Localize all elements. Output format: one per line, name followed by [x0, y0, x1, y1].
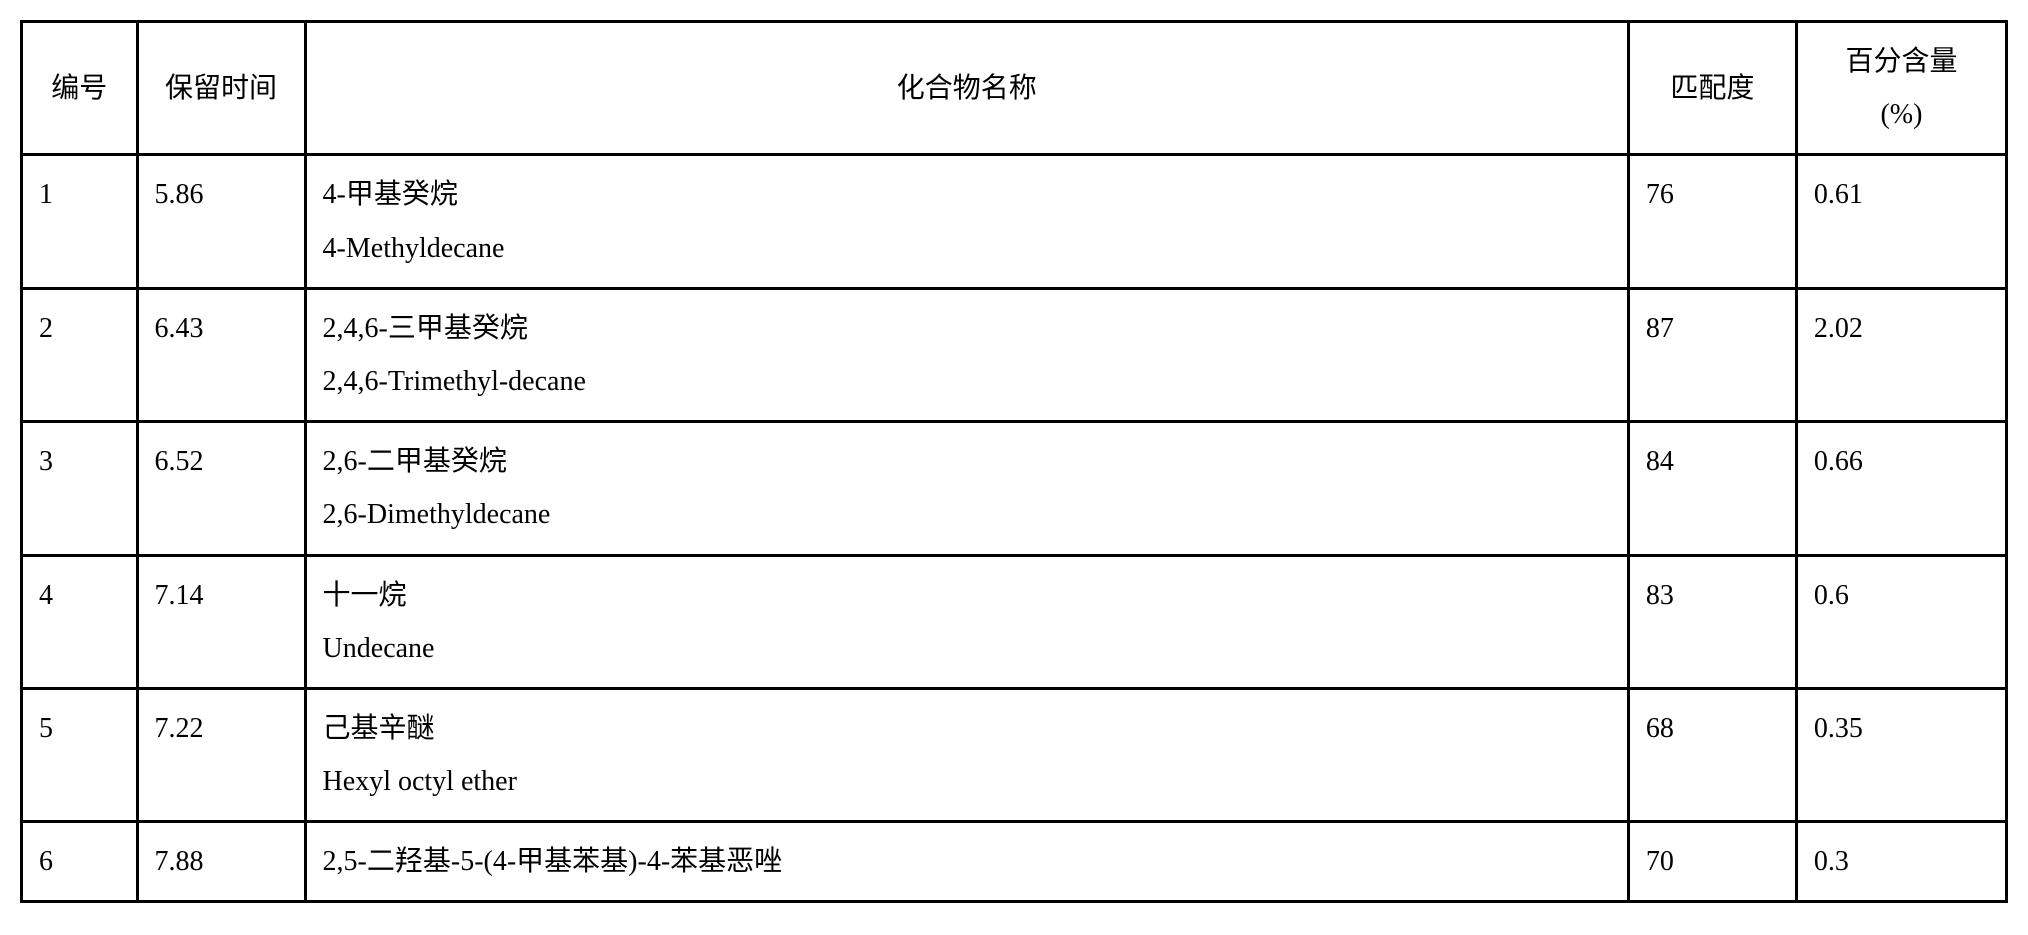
compound-name-cn: 2,6-二甲基癸烷 [323, 435, 1611, 488]
cell-match: 70 [1628, 822, 1796, 902]
col-header-num: 编号 [22, 22, 138, 155]
cell-rt: 7.14 [137, 555, 305, 688]
compound-name-en: 4-Methyldecane [323, 222, 1611, 275]
cell-pct: 0.61 [1796, 155, 2006, 288]
cell-num: 6 [22, 822, 138, 902]
cell-compound-name: 2,4,6-三甲基癸烷2,4,6-Trimethyl-decane [305, 288, 1628, 421]
cell-pct: 0.35 [1796, 688, 2006, 821]
cell-match: 83 [1628, 555, 1796, 688]
cell-pct: 2.02 [1796, 288, 2006, 421]
col-header-match: 匹配度 [1628, 22, 1796, 155]
col-header-num-label: 编号 [51, 73, 107, 104]
compound-name-cn: 2,5-二羟基-5-(4-甲基苯基)-4-苯基恶唑 [323, 835, 1611, 888]
cell-num: 3 [22, 422, 138, 555]
col-header-pct-label2: (%) [1814, 88, 1989, 141]
table-header-row: 编号 保留时间 化合物名称 匹配度 百分含量 (%) [22, 22, 2007, 155]
cell-compound-name: 2,6-二甲基癸烷2,6-Dimethyldecane [305, 422, 1628, 555]
compound-name-cn: 4-甲基癸烷 [323, 168, 1611, 221]
table-row: 67.88 2,5-二羟基-5-(4-甲基苯基)-4-苯基恶唑 700.3 [22, 822, 2007, 902]
cell-match: 76 [1628, 155, 1796, 288]
col-header-name: 化合物名称 [305, 22, 1628, 155]
col-header-rt-label: 保留时间 [165, 73, 277, 104]
compound-name-en: 2,6-Dimethyldecane [323, 488, 1611, 541]
compound-name-en: Hexyl octyl ether [323, 755, 1611, 808]
cell-compound-name: 4-甲基癸烷4-Methyldecane [305, 155, 1628, 288]
cell-rt: 6.52 [137, 422, 305, 555]
table-body: 15.864-甲基癸烷4-Methyldecane760.6126.432,4,… [22, 155, 2007, 902]
cell-num: 4 [22, 555, 138, 688]
cell-rt: 7.22 [137, 688, 305, 821]
cell-rt: 7.88 [137, 822, 305, 902]
col-header-pct-label1: 百分含量 [1814, 35, 1989, 88]
table-row: 36.522,6-二甲基癸烷2,6-Dimethyldecane840.66 [22, 422, 2007, 555]
compound-name-en: 2,4,6-Trimethyl-decane [323, 355, 1611, 408]
compound-name-en: Undecane [323, 622, 1611, 675]
cell-pct: 0.6 [1796, 555, 2006, 688]
col-header-match-label: 匹配度 [1670, 73, 1754, 104]
compound-name-cn: 2,4,6-三甲基癸烷 [323, 302, 1611, 355]
compound-name-cn: 己基辛醚 [323, 702, 1611, 755]
compound-name-cn: 十一烷 [323, 569, 1611, 622]
cell-match: 84 [1628, 422, 1796, 555]
table-row: 57.22己基辛醚Hexyl octyl ether680.35 [22, 688, 2007, 821]
col-header-name-label: 化合物名称 [897, 73, 1037, 104]
cell-match: 87 [1628, 288, 1796, 421]
table-row: 26.432,4,6-三甲基癸烷2,4,6-Trimethyl-decane87… [22, 288, 2007, 421]
compound-table: 编号 保留时间 化合物名称 匹配度 百分含量 (%) 15.864-甲基癸烷4-… [20, 20, 2008, 903]
col-header-rt: 保留时间 [137, 22, 305, 155]
col-header-pct: 百分含量 (%) [1796, 22, 2006, 155]
cell-num: 1 [22, 155, 138, 288]
cell-compound-name: 己基辛醚Hexyl octyl ether [305, 688, 1628, 821]
cell-compound-name: 2,5-二羟基-5-(4-甲基苯基)-4-苯基恶唑 [305, 822, 1628, 902]
cell-pct: 0.3 [1796, 822, 2006, 902]
cell-num: 5 [22, 688, 138, 821]
cell-compound-name: 十一烷Undecane [305, 555, 1628, 688]
cell-match: 68 [1628, 688, 1796, 821]
cell-rt: 5.86 [137, 155, 305, 288]
cell-pct: 0.66 [1796, 422, 2006, 555]
table-row: 15.864-甲基癸烷4-Methyldecane760.61 [22, 155, 2007, 288]
cell-rt: 6.43 [137, 288, 305, 421]
cell-num: 2 [22, 288, 138, 421]
table-row: 47.14十一烷Undecane830.6 [22, 555, 2007, 688]
